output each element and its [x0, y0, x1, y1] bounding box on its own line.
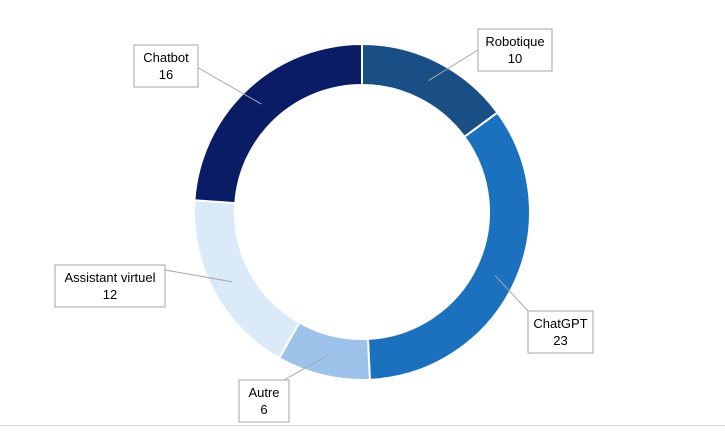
leader-lines — [164, 49, 529, 381]
slice-assistant-virtuel — [193, 199, 301, 360]
callout-chatgpt: ChatGPT 23 — [527, 310, 594, 354]
slice-robotique — [361, 42, 499, 139]
callout-robotique-name: Robotique — [485, 34, 544, 49]
callout-chatbot-name: Chatbot — [143, 50, 189, 65]
donut-slices — [193, 42, 531, 381]
callout-chatgpt-value: 23 — [553, 333, 567, 348]
callout-chatbot-value: 16 — [159, 67, 173, 82]
callout-chatbot: Chatbot 16 — [133, 44, 199, 88]
callout-chatgpt-name: ChatGPT — [533, 316, 587, 331]
callout-assistant-virtuel-value: 12 — [103, 287, 117, 302]
callout-assistant-virtuel: Assistant virtuel 12 — [54, 264, 166, 308]
bottom-divider — [0, 425, 725, 426]
callout-robotique: Robotique 10 — [477, 28, 553, 72]
slice-chatgpt — [366, 111, 531, 381]
leader-line-chatbot — [194, 65, 262, 105]
slice-chatbot — [193, 42, 363, 205]
leader-line-autre — [283, 355, 328, 381]
leader-line-chatgpt — [494, 275, 529, 312]
callout-autre-name: Autre — [248, 385, 279, 400]
callout-autre: Autre 6 — [238, 379, 290, 423]
callout-robotique-value: 10 — [508, 51, 522, 66]
callout-autre-value: 6 — [260, 402, 267, 417]
callout-assistant-virtuel-name: Assistant virtuel — [64, 270, 155, 285]
leader-line-robotique — [428, 49, 479, 81]
leader-line-assistant-virtuel — [164, 269, 233, 283]
